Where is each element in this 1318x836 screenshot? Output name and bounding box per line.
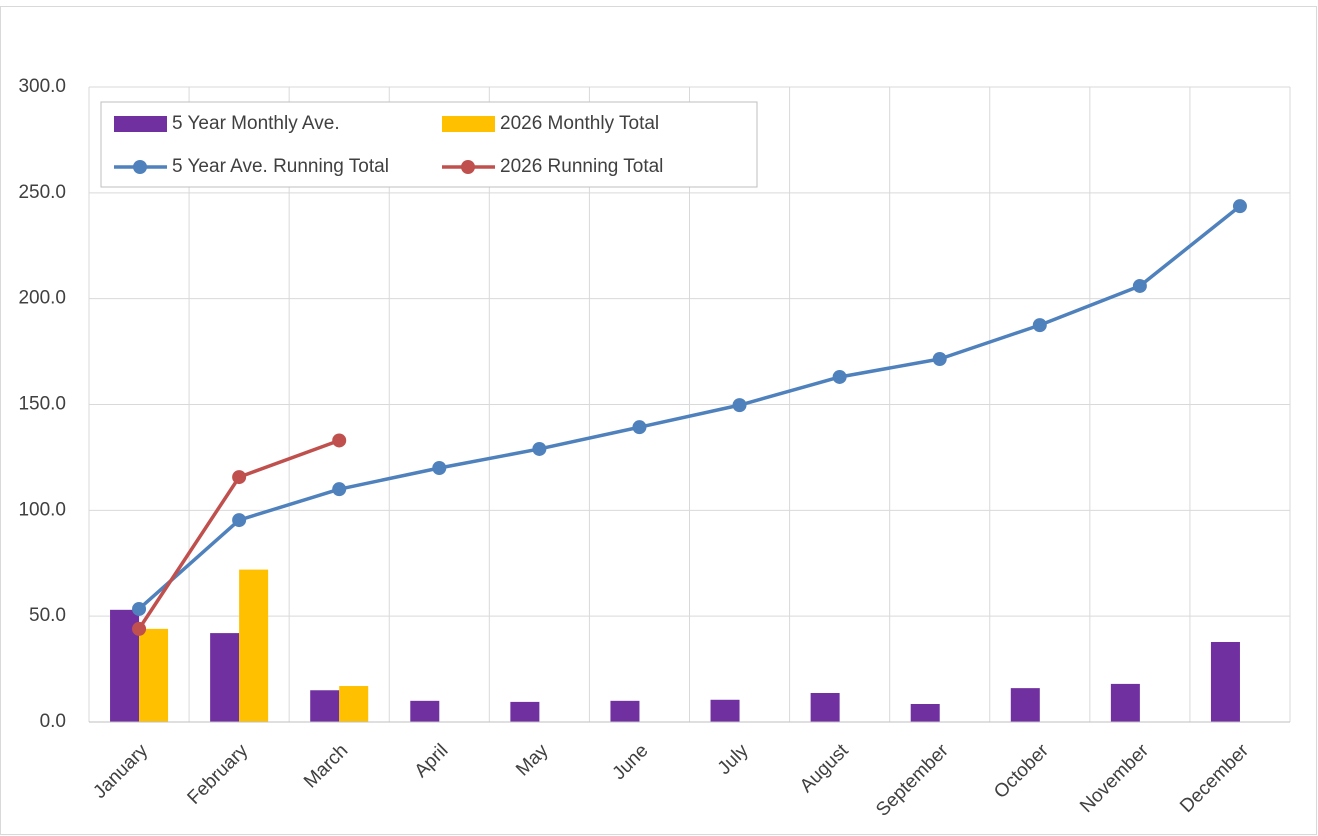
legend-swatch-marker (133, 160, 147, 174)
line-marker (932, 351, 947, 366)
bar (139, 628, 169, 722)
y-tick-label: 300.0 (18, 76, 66, 97)
y-tick-label: 250.0 (18, 182, 66, 203)
bar (510, 701, 540, 722)
bar (239, 569, 269, 722)
legend-box (100, 101, 758, 188)
line-marker (1032, 318, 1047, 333)
bar (1110, 683, 1140, 722)
legend-swatch-marker (461, 160, 475, 174)
bar (1210, 641, 1240, 722)
legend: 5 Year Monthly Ave. 2026 Monthly Total 5 Y… (100, 101, 758, 188)
line-marker (732, 398, 747, 413)
bar (710, 699, 740, 722)
bar (339, 686, 369, 722)
bar (310, 690, 340, 722)
y-tick-label: 50.0 (29, 605, 66, 626)
y-tick-label: 150.0 (18, 394, 66, 415)
line-marker (1132, 278, 1147, 293)
line-marker (232, 513, 247, 528)
line-marker (832, 369, 847, 384)
bar (910, 704, 940, 722)
y-tick-label: 0.0 (40, 711, 66, 732)
legend-label: 5 Year Ave. Running Total (172, 156, 389, 177)
legend-swatch (114, 116, 167, 132)
bar (810, 693, 840, 722)
legend-label: 2026 Monthly Total (500, 113, 659, 134)
line-marker (632, 420, 647, 435)
legend-label: 5 Year Monthly Ave. (172, 113, 340, 134)
y-tick-label: 200.0 (18, 288, 66, 309)
line-marker (1232, 199, 1247, 214)
bar (410, 700, 440, 722)
line-marker (332, 482, 347, 497)
line-marker (532, 441, 547, 456)
legend-label: 2026 Running Total (500, 156, 663, 177)
line (137, 204, 1242, 611)
bar (610, 700, 640, 722)
line-marker (132, 601, 147, 616)
line-marker (432, 461, 447, 475)
bar (1010, 688, 1040, 722)
line-marker (232, 470, 247, 485)
line-marker (132, 621, 147, 636)
bar (210, 633, 240, 722)
line-marker (332, 433, 347, 448)
legend-swatch (442, 116, 495, 132)
y-tick-label: 100.0 (18, 499, 66, 520)
